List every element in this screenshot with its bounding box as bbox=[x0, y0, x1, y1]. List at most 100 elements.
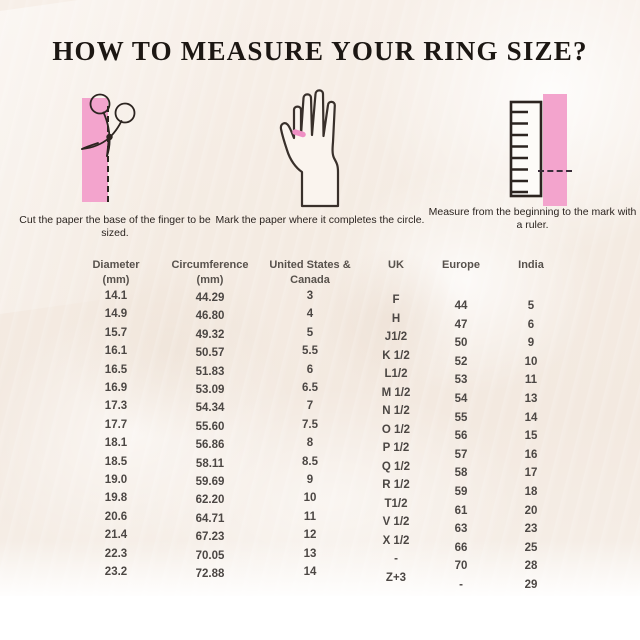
table-cell: K 1/2 bbox=[382, 349, 410, 362]
steps-row: Cut the paper the base of the finger to … bbox=[0, 88, 640, 248]
table-cell: 7 bbox=[306, 400, 314, 413]
step-measure-ruler: Measure from the beginning to the mark w… bbox=[425, 88, 640, 248]
table-cell: 53.09 bbox=[195, 384, 225, 396]
table-cell: 5.5 bbox=[302, 345, 318, 358]
table-cell: 56 bbox=[454, 430, 468, 443]
table-cell: 5 bbox=[527, 300, 535, 312]
table-column-us-canada: United States & Canada 3 4 5 5.5 6 6.5 7 7.5 8 8.… bbox=[256, 258, 364, 578]
page-title: HOW TO MEASURE YOUR RING SIZE? bbox=[52, 36, 588, 66]
table-cell: 17 bbox=[524, 467, 538, 480]
step-cut-paper: Cut the paper the base of the finger to … bbox=[10, 88, 220, 248]
table-cell: 13 bbox=[524, 393, 538, 405]
table-cell: 18 bbox=[524, 486, 538, 498]
scissors-icon bbox=[81, 93, 136, 157]
table-cell: J1/2 bbox=[384, 331, 408, 343]
table-cell: 17.3 bbox=[104, 400, 128, 413]
column-header-us-canada: United States & Canada bbox=[269, 259, 351, 286]
table-cell: 55.60 bbox=[195, 420, 225, 433]
table-cell: 11 bbox=[303, 510, 317, 523]
table-column-diameter: Diameter (mm) 14.1 14.9 15.7 16.1 16.5 16.9 17… bbox=[68, 258, 164, 578]
table-cell: 56.86 bbox=[195, 439, 225, 452]
table-cell: 12 bbox=[303, 529, 317, 542]
table-column-europe: Europe 44 47 50 52 53 54 55 56 57 58 59 61 63 66 70 - bbox=[424, 258, 498, 591]
table-cell: 70 bbox=[454, 560, 468, 573]
table-cell: 15.7 bbox=[104, 326, 128, 339]
table-cell: 46.80 bbox=[195, 310, 225, 323]
table-cell: 14.1 bbox=[104, 290, 128, 302]
table-cell: 61 bbox=[454, 504, 468, 517]
step-cut-illustration bbox=[10, 88, 220, 206]
table-cell: 17.7 bbox=[104, 418, 128, 431]
table-cell: T1/2 bbox=[384, 497, 408, 510]
table-cell: 21.4 bbox=[104, 529, 128, 542]
column-header-uk: UK bbox=[388, 259, 404, 271]
step-ruler-caption: Measure from the beginning to the mark w… bbox=[428, 206, 637, 231]
table-cell: 14 bbox=[524, 411, 538, 424]
table-cell: 54 bbox=[454, 393, 468, 405]
table-cell: 6 bbox=[527, 318, 535, 331]
table-cell: 25 bbox=[524, 541, 538, 554]
step-hand-illustration bbox=[215, 88, 425, 208]
step-mark-paper: Mark the paper where it completes the ci… bbox=[215, 88, 425, 248]
table-cell: 13 bbox=[303, 547, 317, 560]
table-cell: 7.5 bbox=[302, 418, 318, 431]
table-cell: 67.23 bbox=[195, 531, 225, 544]
table-cell: 5 bbox=[306, 326, 314, 339]
step-cut-caption: Cut the paper the base of the finger to … bbox=[19, 214, 211, 239]
table-cell: 22.3 bbox=[104, 547, 128, 560]
table-cell: R 1/2 bbox=[382, 479, 410, 491]
column-header-diameter: Diameter (mm) bbox=[92, 259, 140, 286]
table-cell: 9 bbox=[306, 474, 314, 486]
table-cell: 59.69 bbox=[195, 476, 225, 488]
table-cell: 64.71 bbox=[195, 512, 225, 525]
table-cell: N 1/2 bbox=[382, 405, 410, 417]
table-cell: O 1/2 bbox=[381, 423, 411, 436]
table-cell: 54.34 bbox=[195, 402, 225, 415]
table-cell: 52 bbox=[454, 355, 468, 368]
table-cell: 8.5 bbox=[302, 455, 318, 468]
column-header-circumference: Circumference (mm) bbox=[171, 259, 249, 286]
step-hand-caption: Mark the paper where it completes the ci… bbox=[215, 214, 425, 226]
table-cell: H bbox=[391, 312, 401, 325]
table-cell: 58 bbox=[454, 467, 468, 480]
table-cell: 20 bbox=[524, 504, 538, 517]
table-cell: 55 bbox=[454, 411, 468, 424]
table-cell: 23 bbox=[524, 523, 538, 536]
ring-size-table: Diameter (mm) 14.1 14.9 15.7 16.1 16.5 16.9 17… bbox=[0, 258, 640, 591]
table-cell: 20.6 bbox=[104, 510, 128, 523]
table-cell: 57 bbox=[454, 448, 468, 461]
table-cell: 10 bbox=[524, 355, 538, 368]
table-cell: M 1/2 bbox=[381, 386, 411, 399]
table-cell: 18.1 bbox=[104, 437, 128, 450]
table-cell: 66 bbox=[454, 541, 468, 554]
table-column-india: India 5 6 9 10 11 13 14 15 16 17 18 20 23 25 28 29 bbox=[494, 258, 568, 591]
table-cell: X 1/2 bbox=[382, 534, 410, 547]
table-cell: 23.2 bbox=[104, 566, 128, 578]
hand-icon bbox=[279, 89, 340, 208]
step-ruler-illustration bbox=[425, 88, 640, 206]
column-header-europe: Europe bbox=[442, 259, 480, 271]
table-cell: 14 bbox=[303, 566, 317, 578]
table-cell: 29 bbox=[524, 579, 538, 591]
table-cell: 4 bbox=[306, 308, 314, 321]
table-cell: 14.9 bbox=[104, 308, 128, 321]
table-cell: Z+3 bbox=[385, 571, 407, 584]
table-cell: 6.5 bbox=[302, 382, 318, 394]
table-cell: 28 bbox=[524, 560, 538, 573]
table-cell: 9 bbox=[527, 337, 535, 350]
table-cell: 50.57 bbox=[195, 347, 225, 360]
table-cell: 15 bbox=[524, 430, 538, 443]
table-cell: Q 1/2 bbox=[381, 460, 411, 473]
table-column-uk: UK F H J1/2 K 1/2 L1/2 M 1/2 N 1/2 O 1/2 P 1/2 Q … bbox=[358, 258, 434, 584]
table-cell: - bbox=[459, 579, 463, 591]
table-cell: 11 bbox=[524, 374, 538, 387]
table-cell: 19.0 bbox=[104, 474, 128, 486]
table-column-circumference: Circumference (mm) 44.29 46.80 49.32 50.57 5… bbox=[158, 258, 262, 580]
table-cell: 70.05 bbox=[195, 549, 225, 562]
table-cell: 6 bbox=[306, 363, 314, 376]
measurement-mark-icon bbox=[538, 170, 572, 172]
ruler-icon bbox=[509, 100, 543, 198]
table-cell: 18.5 bbox=[104, 455, 128, 468]
table-cell: 16.1 bbox=[104, 345, 128, 358]
